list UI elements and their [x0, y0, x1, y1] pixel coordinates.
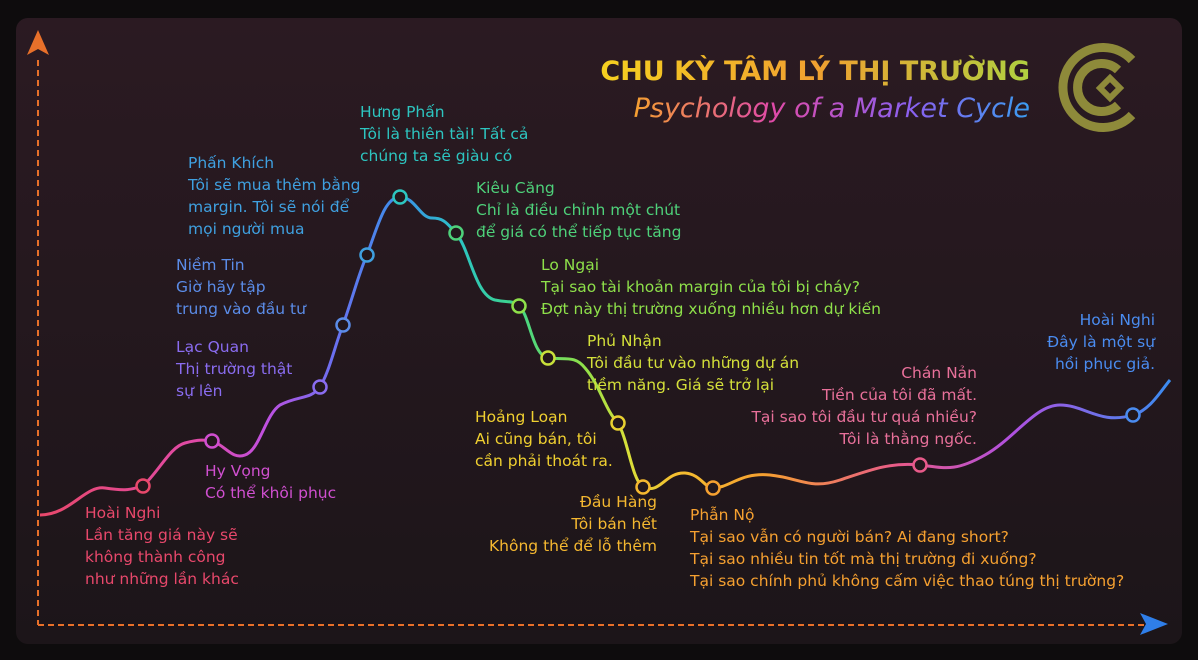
stage-text: Tại sao vẫn có người bán? Ai đang short? [689, 528, 1009, 546]
stage-text: Đợt này thị trường xuống nhiều hơn dự ki… [541, 300, 881, 318]
stage-name: Kiêu Căng [476, 179, 555, 197]
stage-text: trung vào đầu tư [176, 300, 307, 318]
stage-text: như những lần khác [85, 570, 239, 588]
stage-marker [204, 433, 220, 449]
stage-text: Chỉ là điều chỉnh một chút [476, 201, 680, 219]
stage-name: Phủ Nhận [587, 332, 662, 350]
stage-text: mọi người mua [188, 220, 304, 238]
stage-text: Tại sao tài khoản margin của tôi bị cháy… [540, 278, 860, 296]
stage-text: Tôi bán hết [570, 515, 657, 533]
stage-text: margin. Tôi sẽ nói để [188, 198, 350, 216]
stage-text: Tôi sẽ mua thêm bằng [187, 176, 361, 194]
stage-text: Tôi là thằng ngốc. [839, 430, 977, 448]
stage-text: Không thể để lỗ thêm [489, 537, 657, 555]
stage-name: Lo Ngại [541, 256, 599, 274]
stage-text: Tại sao chính phủ không cấm việc thao tú… [689, 572, 1124, 590]
stage-text: Thị trường thật [175, 360, 292, 378]
stage-marker [540, 350, 556, 366]
stage-marker [511, 298, 527, 314]
stage-name: Phấn Khích [188, 154, 274, 172]
stage-text: Tiền của tôi đã mất. [821, 386, 977, 404]
stage-marker [705, 480, 721, 496]
stage-name: Niềm Tin [176, 256, 245, 274]
y-arrow [27, 30, 49, 55]
stage-name: Hoảng Loạn [475, 408, 567, 426]
stage-marker [335, 317, 351, 333]
stage-text: sự lên [176, 382, 223, 400]
stage-text: Tại sao tôi đầu tư quá nhiều? [750, 408, 977, 426]
stage-marker [312, 379, 328, 395]
stage-text: Đây là một sự [1047, 333, 1156, 351]
stage-name: Hưng Phấn [360, 103, 445, 121]
stage-marker [135, 478, 151, 494]
stage-name: Hy Vọng [205, 462, 271, 480]
stage-text: Ai cũng bán, tôi [475, 430, 597, 448]
stage-text: hồi phục giả. [1055, 355, 1155, 373]
stage-name: Hoài Nghi [85, 504, 160, 522]
stage-marker [635, 479, 651, 495]
x-arrow [1140, 613, 1168, 635]
stage-marker [392, 189, 408, 205]
stage-marker [359, 247, 375, 263]
logo [1058, 43, 1136, 132]
stage-text: để giá có thể tiếp tục tăng [476, 223, 681, 241]
stage-marker [1125, 407, 1141, 423]
stage-name: Phẫn Nộ [690, 506, 755, 524]
stage-text: Tôi là thiên tài! Tất cả [359, 125, 528, 143]
stage-name: Hoài Nghi [1080, 311, 1155, 329]
stage-name: Chán Nản [901, 364, 977, 382]
stage-text: Có thể khôi phục [205, 484, 336, 502]
stage-name: Lạc Quan [176, 338, 249, 356]
stage-text: Lần tăng giá này sẽ [85, 526, 238, 544]
stage-marker [448, 225, 464, 241]
title: CHU KỲ TÂM LÝ THỊ TRƯỜNG [600, 55, 1030, 87]
stage-text: chúng ta sẽ giàu có [360, 147, 512, 165]
stage-text: Tại sao nhiều tin tốt mà thị trường đi x… [689, 550, 1037, 568]
stage-marker [610, 415, 626, 431]
stage-marker [912, 457, 928, 473]
stage-text: tiềm năng. Giá sẽ trở lại [587, 376, 774, 394]
stage-name: Đầu Hàng [580, 493, 657, 511]
stage-text: Giờ hãy tập [176, 278, 266, 296]
panel [16, 18, 1182, 644]
subtitle: Psychology of a Market Cycle [634, 93, 1030, 124]
stage-text: Tôi đầu tư vào những dự án [586, 354, 799, 372]
stage-text: cần phải thoát ra. [475, 452, 613, 470]
stage-text: không thành công [85, 548, 226, 566]
